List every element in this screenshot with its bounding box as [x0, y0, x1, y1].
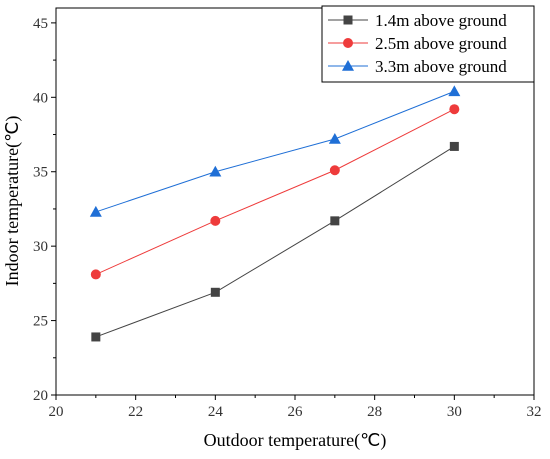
data-point-series-2 — [449, 104, 460, 115]
legend-box — [321, 5, 535, 83]
data-point-series-1 — [330, 216, 340, 226]
legend-label-1: 1.4m above ground — [375, 11, 507, 30]
legend-marker-3 — [342, 60, 354, 71]
series-line-3 — [95, 90, 455, 213]
data-point-series-1 — [91, 332, 101, 342]
series-line-2 — [95, 108, 455, 275]
x-tick-label: 26 — [288, 404, 304, 420]
data-point-series-3 — [448, 85, 461, 97]
y-axis-ticks: 20 25 30 35 40 45 — [33, 16, 56, 404]
y-tick-label: 30 — [33, 239, 48, 255]
x-tick-label: 32 — [527, 404, 542, 420]
data-point-series-3 — [209, 165, 222, 177]
x-tick-label: 24 — [208, 404, 224, 420]
legend-marker-1 — [343, 15, 353, 25]
y-tick-label: 40 — [33, 90, 48, 106]
data-point-series-3 — [89, 205, 102, 217]
series-markers — [89, 85, 461, 342]
x-axis-label: Outdoor temperature(℃) — [204, 430, 387, 451]
series-lines — [95, 90, 455, 338]
data-point-series-2 — [90, 269, 101, 280]
legend-label-3: 3.3m above ground — [375, 57, 507, 76]
y-tick-label: 35 — [33, 165, 48, 181]
x-axis-ticks: 20 22 24 26 28 30 32 — [49, 395, 542, 420]
y-axis-label: Indoor temperature(℃) — [2, 116, 23, 287]
x-tick-label: 28 — [367, 404, 382, 420]
legend: 1.4m above ground 2.5m above ground 3.3m a… — [321, 5, 535, 83]
x-tick-label: 20 — [49, 404, 64, 420]
data-point-series-1 — [449, 141, 459, 151]
x-tick-label: 30 — [447, 404, 462, 420]
x-tick-label: 22 — [128, 404, 143, 420]
y-tick-label: 20 — [33, 388, 48, 404]
series-line-1 — [95, 146, 455, 338]
y-tick-label: 25 — [33, 314, 48, 330]
data-point-series-1 — [210, 287, 220, 297]
data-point-series-2 — [329, 165, 340, 176]
data-point-series-2 — [210, 215, 221, 226]
data-point-series-3 — [328, 132, 341, 144]
legend-label-2: 2.5m above ground — [375, 34, 507, 53]
legend-marker-2 — [343, 38, 353, 48]
y-tick-label: 45 — [33, 16, 48, 32]
